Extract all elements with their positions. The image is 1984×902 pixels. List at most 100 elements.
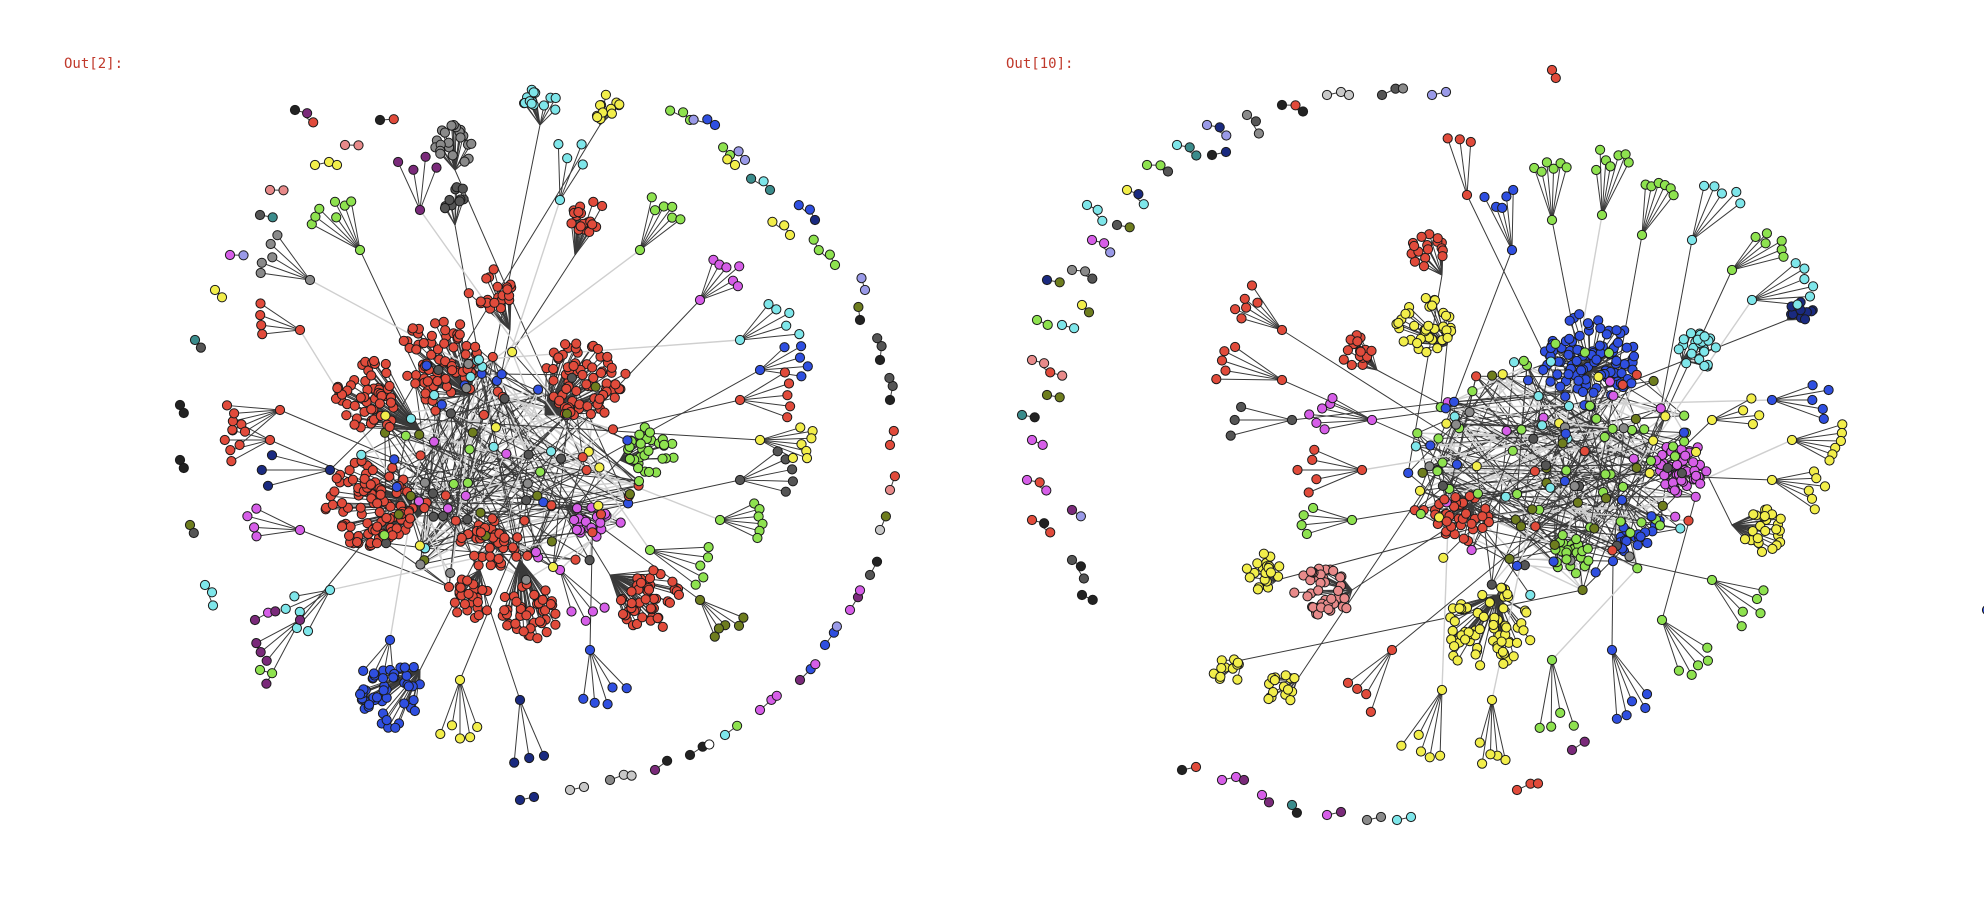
graph-node [1555,381,1566,392]
graph-node [1534,722,1545,734]
graph-node [481,605,493,616]
graph-node [426,330,437,341]
graph-edge [1466,141,1472,196]
graph-node [1574,309,1585,320]
graph-node [1451,419,1462,430]
graph-node [401,670,412,681]
graph-node [739,154,751,166]
graph-edge [1551,167,1568,221]
graph-node [502,620,513,631]
graph-node [353,140,364,151]
graph-node [1600,469,1611,480]
graph-node [794,674,806,686]
graph-edge [315,216,361,251]
graph-edge [1454,416,1568,440]
graph-edge [450,412,629,504]
graph-node [572,503,583,514]
graph-node [1607,423,1618,434]
graph-edge [1527,379,1652,462]
graph-node [578,781,590,793]
graph-node [1265,567,1276,578]
graph-node [1690,491,1701,502]
graph-edge [1309,414,1373,421]
graph-node [535,466,546,477]
graph-node [1302,591,1313,602]
graph-node [1571,534,1582,545]
graph-node [534,616,546,627]
graph-node [626,770,637,781]
graph-node [1449,641,1460,652]
graph-node [690,579,701,590]
graph-edge [350,201,361,251]
graph-node [1507,445,1518,456]
graph-node [1625,527,1636,539]
graph-edge [739,325,787,341]
graph-node [262,480,274,491]
graph-edge [1347,649,1393,684]
graph-node [1518,355,1529,366]
graph-node [1097,215,1108,226]
graph-edge [439,679,461,735]
graph-node [884,439,896,451]
graph-node [633,463,644,474]
graph-node [1591,164,1602,176]
graph-edge [699,265,740,301]
graph-node [1706,574,1718,586]
graph-node [1075,511,1087,522]
graph-node [229,408,240,419]
graph-node [1447,625,1458,637]
graph-node [1739,534,1751,545]
graph-node [448,342,459,353]
graph-node [1577,386,1589,398]
graph-node [1415,508,1426,520]
graph-node [1361,814,1373,826]
graph-node [1477,758,1488,769]
graph-edge [1539,659,1553,728]
graph-node [1252,584,1263,595]
graph-edge [1551,659,1575,726]
graph-node [540,585,551,596]
graph-node [1599,431,1610,443]
graph-node [1571,355,1582,367]
graph-node [684,749,696,761]
graph-edge [419,411,571,546]
graph-edge [1731,233,1768,271]
graph-node [662,755,673,766]
graph-node [1412,338,1423,349]
graph-edge [511,254,576,353]
graph-node [1771,524,1782,535]
graph-node [1511,637,1523,649]
graph-node [445,567,456,579]
graph-node [1427,300,1438,311]
graph-node [1393,317,1404,328]
graph-node [1256,789,1268,801]
graph-edge [1611,649,1618,719]
graph-node [501,448,512,459]
graph-node [1680,450,1691,461]
graph-node [1483,517,1494,528]
graph-node [1232,657,1243,668]
graph-edge [1771,399,1823,410]
graph-node [1041,274,1053,286]
graph-edge [373,639,391,674]
graph-node [1039,358,1050,369]
graph-node [380,410,391,421]
graph-edge [1356,649,1393,690]
graph-node [550,619,561,630]
graph-node [593,500,604,511]
graph-edge [361,504,431,515]
graph-node [1472,488,1483,499]
graph-edge [1491,374,1635,460]
graph-edge [410,418,761,441]
graph-edge [1601,155,1620,216]
graph-node [1471,371,1482,382]
graph-node [754,364,766,376]
graph-edge [419,156,427,211]
graph-node [473,354,484,365]
graph-edge [1661,619,1709,662]
graph-node [604,774,616,786]
graph-node [1216,774,1228,786]
graph-node [255,647,266,658]
graph-node [1545,356,1557,367]
graph-node [1761,228,1773,239]
